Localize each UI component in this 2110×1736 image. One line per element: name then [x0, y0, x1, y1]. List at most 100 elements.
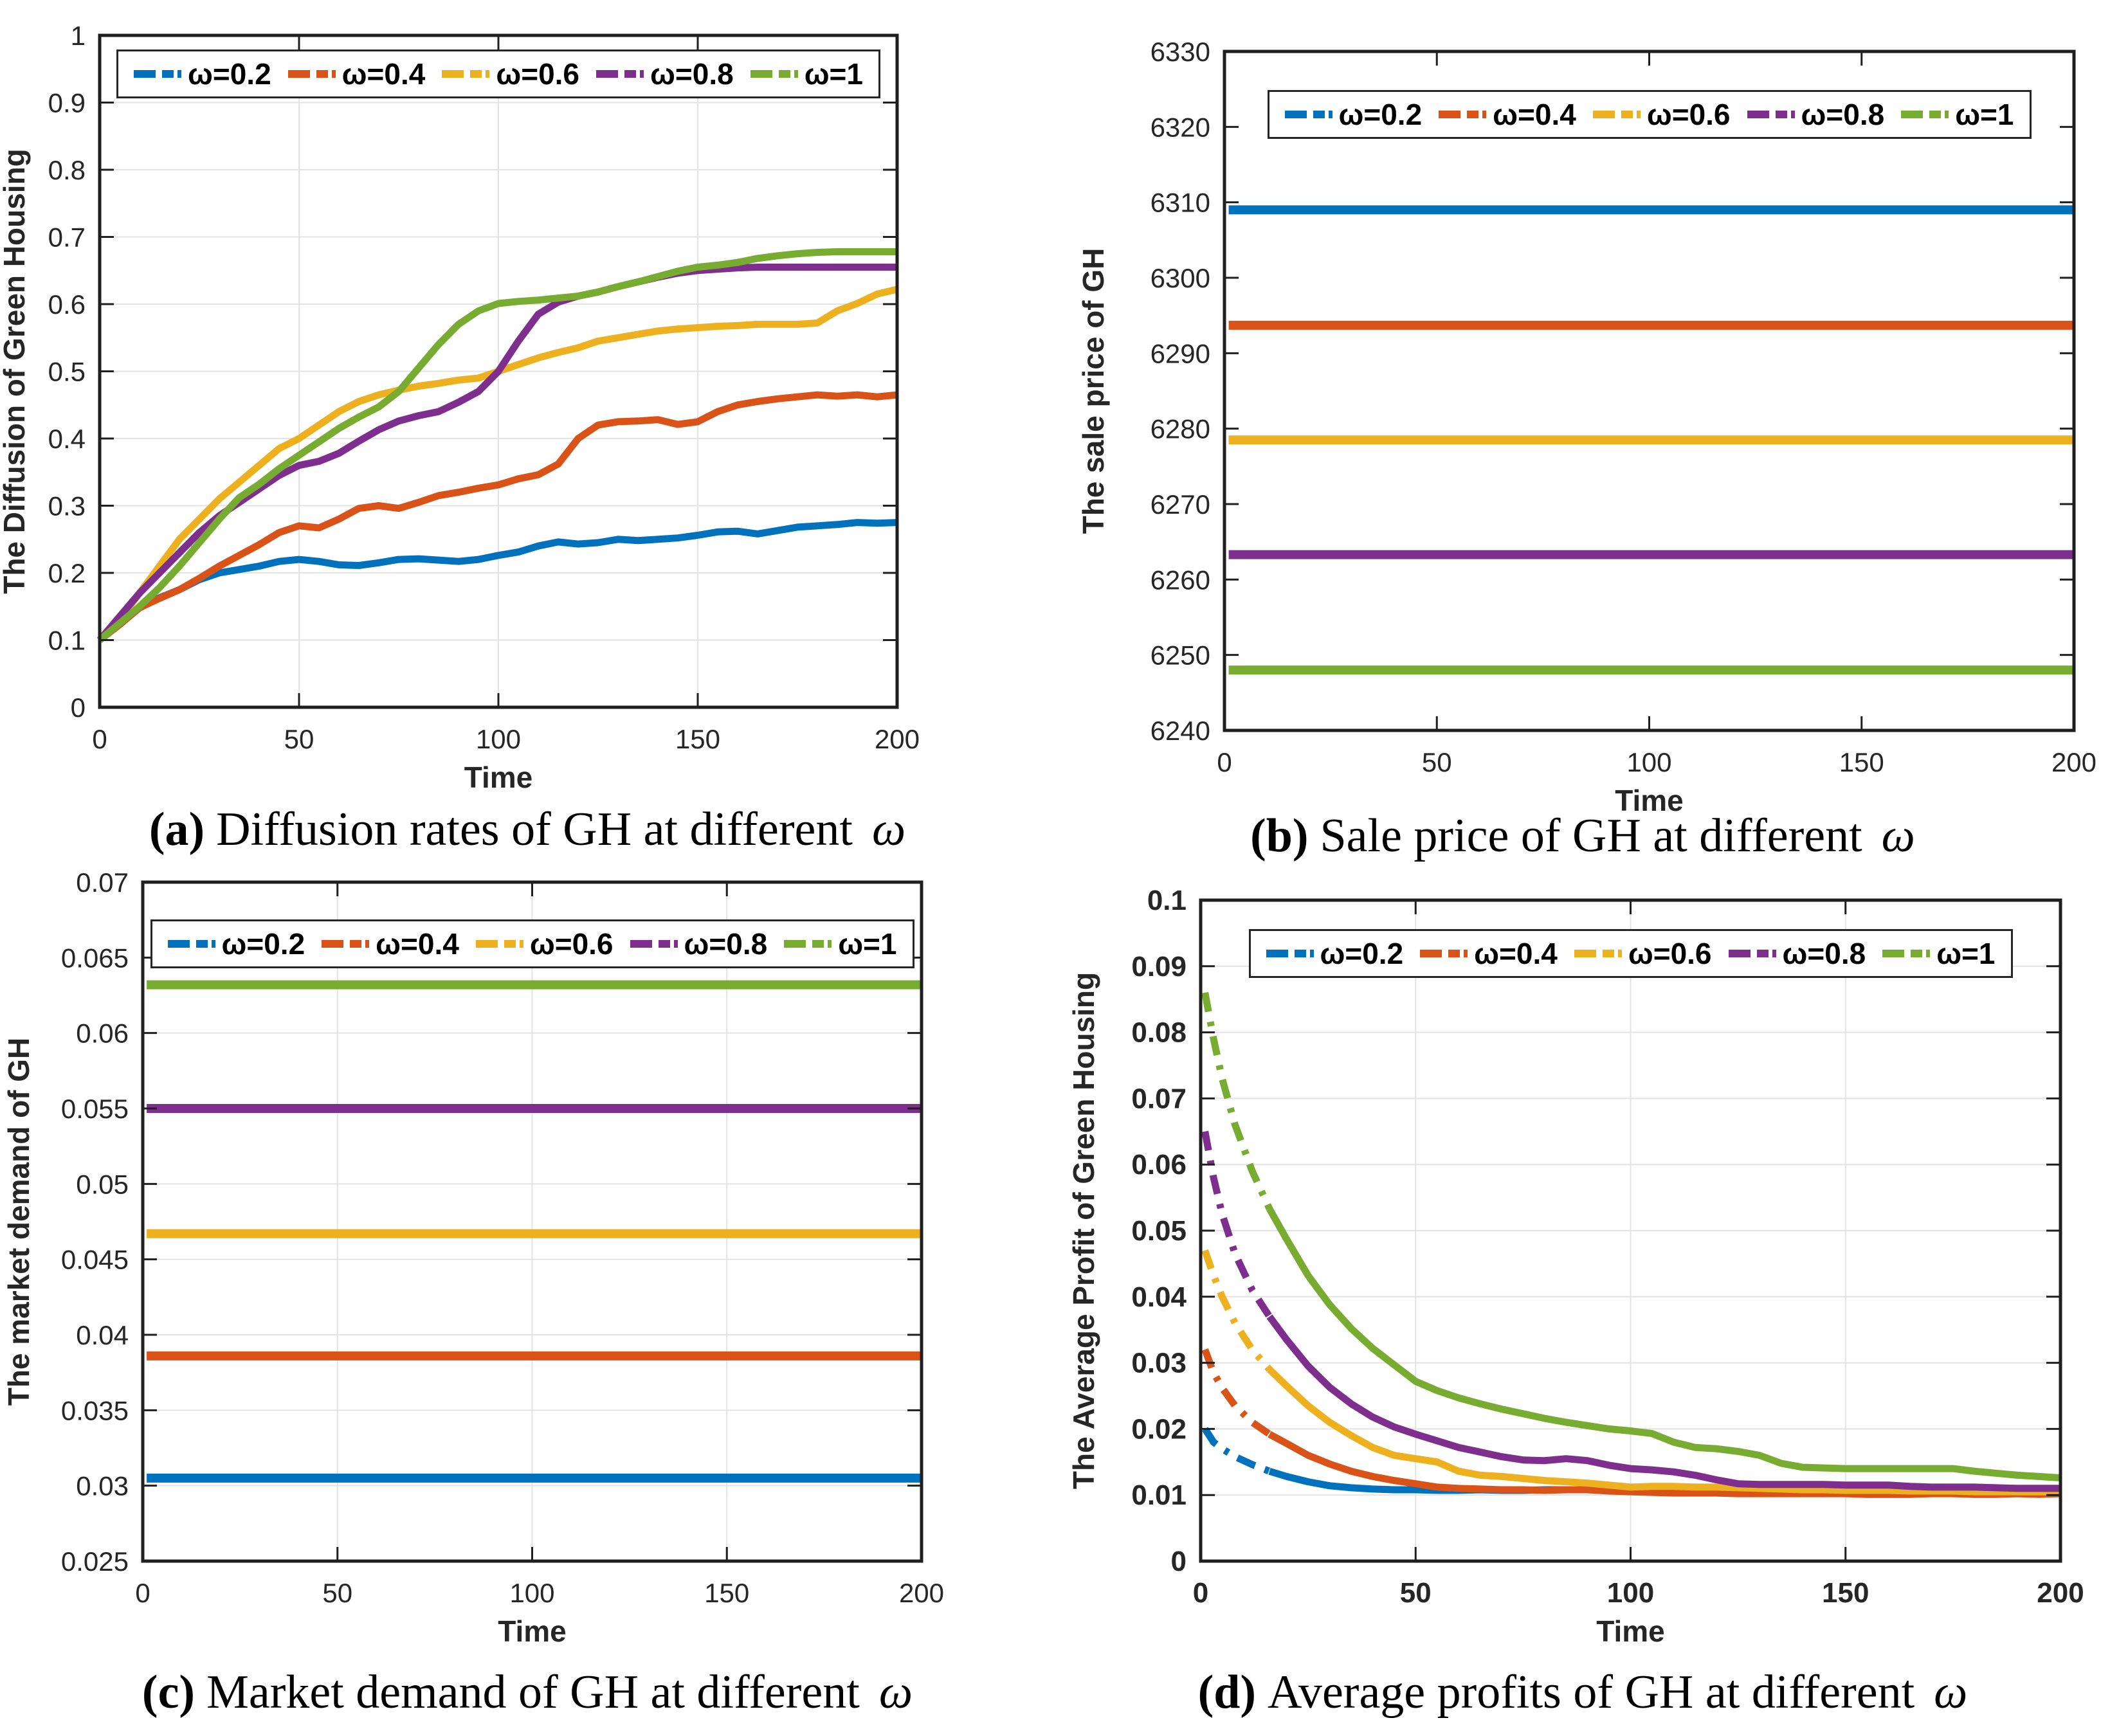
series-a	[97, 519, 898, 643]
legend-label: ω=0.6	[1646, 98, 1731, 131]
y-tick-label: 0.8	[48, 155, 86, 185]
x-tick-label: 100	[476, 724, 521, 754]
y-tick-label: 0.08	[1131, 1017, 1187, 1049]
y-tick-label: 0.065	[61, 943, 129, 973]
series-d	[1266, 1314, 2060, 1492]
legend-label: ω=1	[804, 57, 863, 91]
y-tick-label: 0.9	[48, 88, 86, 118]
caption-d: (d) Average profits of GH at different ω	[1055, 1665, 2110, 1720]
legend-item-ω=1: ω=1	[784, 927, 897, 961]
y-tick-label: 0.1	[1147, 885, 1187, 916]
legend-dashdot-line-icon	[750, 70, 798, 78]
x-axis-label-b: Time	[1615, 784, 1684, 817]
legend-b: ω=0.2 ω=0.4 ω=0.6 ω=0.8 ω=1	[1267, 90, 2032, 139]
y-axis-label-c: The market demand of GH	[2, 1038, 35, 1406]
legend-label: ω=0.8	[684, 927, 768, 961]
x-tick-label: 150	[675, 724, 720, 754]
panel-c-market-demand: 0 50 100 150 200 0.025 0.03 0.035 0.04 0.045 0.05 0…	[0, 868, 1055, 1736]
caption-a-text: Diffusion rates of GH at different	[216, 803, 853, 856]
x-tick-label: 200	[875, 724, 920, 754]
chart-a-canvas: 0 50 100 150 200 0 0.1 0.2 0.3 0.4 0.5 0.6 0.7 0.8 0.9…	[0, 21, 920, 794]
x-tick-label: 50	[284, 724, 314, 754]
legend-label: ω=0.6	[1628, 937, 1712, 970]
y-tick-label: 0.04	[76, 1320, 129, 1350]
legend-label: ω=0.8	[1782, 937, 1866, 970]
legend-label: ω=0.8	[650, 57, 734, 91]
legend-dashdot-line-icon	[1284, 111, 1332, 118]
legend-item-ω=0.4: ω=0.4	[1420, 936, 1558, 971]
y-tick-label: 6320	[1150, 112, 1210, 142]
series-d-head	[1201, 1348, 1272, 1438]
y-tick-label: 0.045	[61, 1245, 129, 1275]
legend-item-ω=0.4: ω=0.4	[287, 57, 425, 91]
x-tick-label: 0	[135, 1578, 150, 1608]
series-d-head	[1201, 991, 1273, 1211]
x-tick-label: 150	[1822, 1577, 1869, 1609]
chart-d-canvas: 0 50 100 150 200 0 0.01 0.02 0.03 0.04 0.05 0.06 0.0…	[1067, 885, 2084, 1648]
legend-dashdot-line-icon	[596, 70, 644, 78]
caption-a-label: (a)	[149, 803, 205, 856]
legend-dashdot-line-icon	[167, 940, 215, 948]
legend-dashdot-line-icon	[322, 940, 370, 948]
legend-item-ω=0.8: ω=0.8	[630, 927, 768, 961]
caption-a: (a) Diffusion rates of GH at different ω	[0, 802, 1055, 857]
legend-item-ω=1: ω=1	[750, 57, 863, 91]
legend-label: ω=0.2	[188, 57, 271, 91]
x-tick-label: 50	[322, 1578, 352, 1608]
legend-item-ω=0.8: ω=0.8	[1747, 97, 1885, 132]
legend-dashdot-line-icon	[1728, 950, 1776, 957]
x-tick-label: 200	[2037, 1577, 2084, 1609]
legend-label: ω=0.8	[1801, 98, 1885, 131]
legend-d: ω=0.2 ω=0.4 ω=0.6 ω=0.8 ω=1	[1248, 929, 2013, 978]
y-tick-label: 0.06	[76, 1018, 129, 1049]
legend-label: ω=0.4	[1493, 98, 1576, 131]
legend-dashdot-line-icon	[287, 70, 336, 78]
x-tick-label: 200	[899, 1578, 944, 1608]
legend-item-ω=0.2: ω=0.2	[134, 57, 271, 91]
y-tick-label: 0.05	[1131, 1215, 1187, 1247]
legend-item-ω=0.4: ω=0.4	[1439, 97, 1576, 132]
x-tick-label: 200	[2051, 747, 2096, 777]
legend-dashdot-line-icon	[1592, 111, 1641, 118]
y-tick-label: 0.6	[48, 289, 86, 320]
caption-a-omega-symbol: ω	[871, 803, 906, 856]
legend-item-ω=0.6: ω=0.6	[475, 927, 614, 961]
y-tick-label: 0.03	[76, 1471, 129, 1501]
y-tick-label: 0.5	[48, 357, 86, 387]
y-tick-label: 0.02	[1131, 1413, 1187, 1445]
legend-dashdot-line-icon	[1901, 111, 1949, 118]
legend-item-ω=0.8: ω=0.8	[1728, 936, 1866, 971]
legend-label: ω=0.2	[221, 927, 305, 961]
series-d	[1266, 1207, 2061, 1481]
legend-dashdot-line-icon	[1439, 111, 1487, 118]
y-tick-label: 6280	[1150, 414, 1210, 444]
caption-b-omega-symbol: ω	[1881, 809, 1915, 862]
legend-item-ω=0.2: ω=0.2	[1284, 97, 1422, 132]
x-tick-label: 150	[704, 1578, 749, 1608]
legend-dashdot-line-icon	[784, 940, 832, 948]
panel-d-average-profits: 0 50 100 150 200 0 0.01 0.02 0.03 0.04 0.05 0.06 0.0…	[1055, 868, 2110, 1736]
y-tick-label: 0.07	[1131, 1083, 1187, 1114]
x-axis-label-d: Time	[1596, 1614, 1665, 1648]
y-tick-label: 0.03	[1131, 1348, 1187, 1379]
legend-item-ω=1: ω=1	[1901, 97, 2014, 132]
legend-label: ω=0.4	[1474, 937, 1558, 970]
caption-b-text: Sale price of GH at different	[1320, 809, 1862, 862]
series-d	[1267, 1366, 2060, 1496]
y-tick-label: 0.05	[76, 1169, 129, 1199]
y-tick-label: 6300	[1150, 263, 1210, 293]
x-axis-label-c: Time	[498, 1614, 567, 1648]
y-tick-label: 6290	[1150, 338, 1210, 368]
legend-a: ω=0.2 ω=0.4 ω=0.6 ω=0.8 ω=1	[116, 50, 880, 98]
x-tick-label: 150	[1839, 747, 1884, 777]
legend-item-ω=0.2: ω=0.2	[1266, 936, 1403, 971]
caption-b: (b) Sale price of GH at different ω	[1055, 809, 2110, 863]
legend-dashdot-line-icon	[630, 940, 678, 948]
panel-a-diffusion-rates: 0 50 100 150 200 0 0.1 0.2 0.3 0.4 0.5 0.6 0.7 0.8 0.9…	[0, 0, 1055, 868]
legend-item-ω=0.2: ω=0.2	[167, 927, 305, 961]
y-tick-label: 6250	[1150, 640, 1210, 671]
caption-b-label: (b)	[1250, 809, 1309, 862]
legend-label: ω=1	[1936, 937, 1996, 970]
caption-d-label: (d)	[1197, 1666, 1257, 1719]
